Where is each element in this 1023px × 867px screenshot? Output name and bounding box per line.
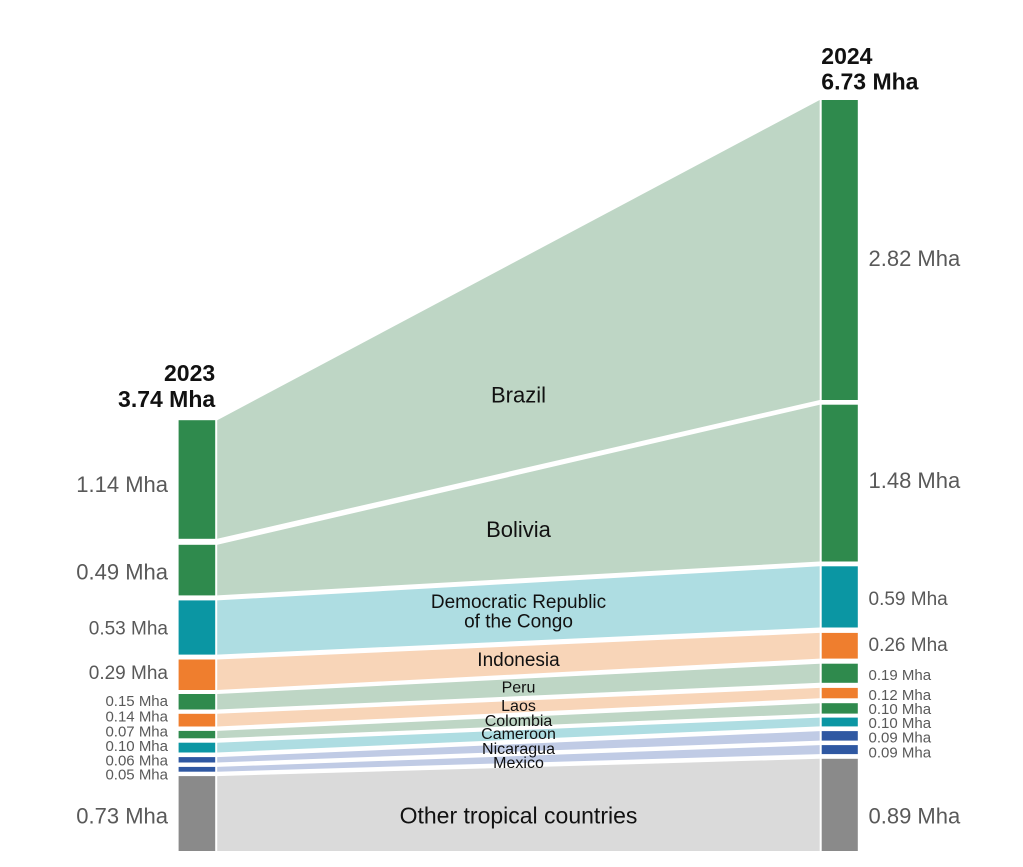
svg-text:3.74 Mha: 3.74 Mha xyxy=(118,386,215,412)
svg-text:Laos: Laos xyxy=(501,698,536,715)
svg-text:Other tropical countries: Other tropical countries xyxy=(400,803,638,829)
svg-text:0.09 Mha: 0.09 Mha xyxy=(869,744,932,761)
svg-text:Mexico: Mexico xyxy=(493,755,544,772)
svg-text:Peru: Peru xyxy=(502,680,536,697)
svg-text:Colombia: Colombia xyxy=(485,713,553,730)
svg-text:0.89 Mha: 0.89 Mha xyxy=(869,803,961,828)
svg-text:0.12 Mha: 0.12 Mha xyxy=(869,687,932,704)
svg-text:Brazil: Brazil xyxy=(491,382,546,407)
svg-text:0.53 Mha: 0.53 Mha xyxy=(89,618,169,639)
svg-text:0.09 Mha: 0.09 Mha xyxy=(869,730,932,747)
svg-text:Cameroon: Cameroon xyxy=(481,726,556,743)
svg-text:0.10 Mha: 0.10 Mha xyxy=(105,738,168,755)
svg-text:0.49 Mha: 0.49 Mha xyxy=(76,560,168,585)
svg-text:0.59 Mha: 0.59 Mha xyxy=(869,589,949,610)
svg-text:0.10 Mha: 0.10 Mha xyxy=(869,715,932,732)
svg-text:Indonesia: Indonesia xyxy=(477,650,560,671)
svg-text:0.15 Mha: 0.15 Mha xyxy=(105,693,168,710)
svg-text:0.07 Mha: 0.07 Mha xyxy=(105,723,168,740)
svg-text:0.10 Mha: 0.10 Mha xyxy=(869,701,932,718)
svg-text:0.26 Mha: 0.26 Mha xyxy=(869,635,949,656)
svg-text:1.14 Mha: 1.14 Mha xyxy=(76,472,168,497)
svg-text:2023: 2023 xyxy=(164,360,215,386)
svg-text:Bolivia: Bolivia xyxy=(486,517,552,542)
svg-text:0.29 Mha: 0.29 Mha xyxy=(89,663,169,684)
svg-text:2024: 2024 xyxy=(821,43,872,69)
svg-text:2.82 Mha: 2.82 Mha xyxy=(869,246,961,271)
svg-text:Nicaragua: Nicaragua xyxy=(482,741,555,758)
svg-text:6.73 Mha: 6.73 Mha xyxy=(821,69,918,95)
svg-text:1.48 Mha: 1.48 Mha xyxy=(869,468,961,493)
svg-text:Democratic Republic: Democratic Republic xyxy=(431,592,606,613)
svg-text:0.14 Mha: 0.14 Mha xyxy=(105,708,168,725)
svg-text:0.19 Mha: 0.19 Mha xyxy=(869,667,932,684)
svg-text:of the Congo: of the Congo xyxy=(464,611,573,632)
svg-text:0.05 Mha: 0.05 Mha xyxy=(105,766,168,783)
svg-text:0.73 Mha: 0.73 Mha xyxy=(76,803,168,828)
svg-text:0.06 Mha: 0.06 Mha xyxy=(105,753,168,770)
